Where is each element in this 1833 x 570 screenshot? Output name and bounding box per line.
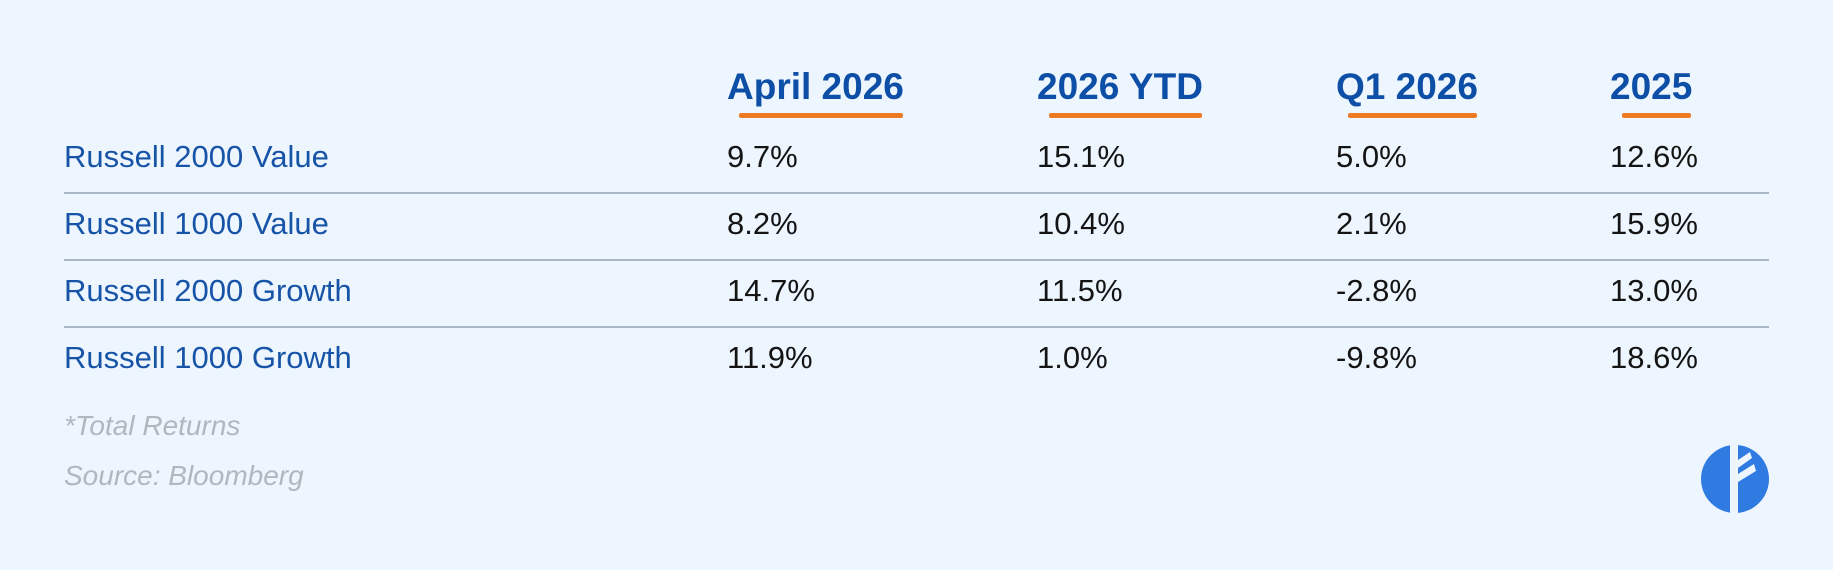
column-header: Q1 2026 [1336,66,1478,118]
cell-value: 2.1% [1336,206,1407,241]
cell-value: 15.9% [1610,206,1698,241]
cell-value: 5.0% [1336,139,1407,174]
cell-value: 9.7% [727,139,798,174]
row-label: Russell 2000 Value [64,139,329,174]
cell-value: -2.8% [1336,273,1417,308]
cell-value: 11.9% [727,340,813,375]
cell-value: -9.8% [1336,340,1417,375]
cell-value: 8.2% [727,206,798,241]
row-label: Russell 2000 Growth [64,273,352,308]
table-row: Russell 1000 Growth 11.9% 1.0% -9.8% 18.6% [64,326,1769,393]
cell-value: 10.4% [1037,206,1125,241]
cell-value: 18.6% [1610,340,1698,375]
cell-value: 14.7% [727,273,815,308]
cell-value: 15.1% [1037,139,1125,174]
column-header: 2025 [1610,66,1693,118]
column-header: 2026 YTD [1037,66,1203,118]
row-label: Russell 1000 Growth [64,340,352,375]
row-label: Russell 1000 Value [64,206,329,241]
cell-value: 1.0% [1037,340,1108,375]
cell-value: 13.0% [1610,273,1698,308]
footnote: *Total Returns [64,410,241,441]
table-row: Russell 2000 Value 9.7% 15.1% 5.0% 12.6% [64,125,1769,194]
cell-value: 11.5% [1037,273,1123,308]
table-row: Russell 2000 Growth 14.7% 11.5% -2.8% 13.0% [64,259,1769,328]
source-note: Source: Bloomberg [64,460,304,491]
table-row: Russell 1000 Value 8.2% 10.4% 2.1% 15.9% [64,192,1769,261]
cell-value: 12.6% [1610,139,1698,174]
logo [1701,445,1769,513]
column-header: April 2026 [727,66,904,118]
